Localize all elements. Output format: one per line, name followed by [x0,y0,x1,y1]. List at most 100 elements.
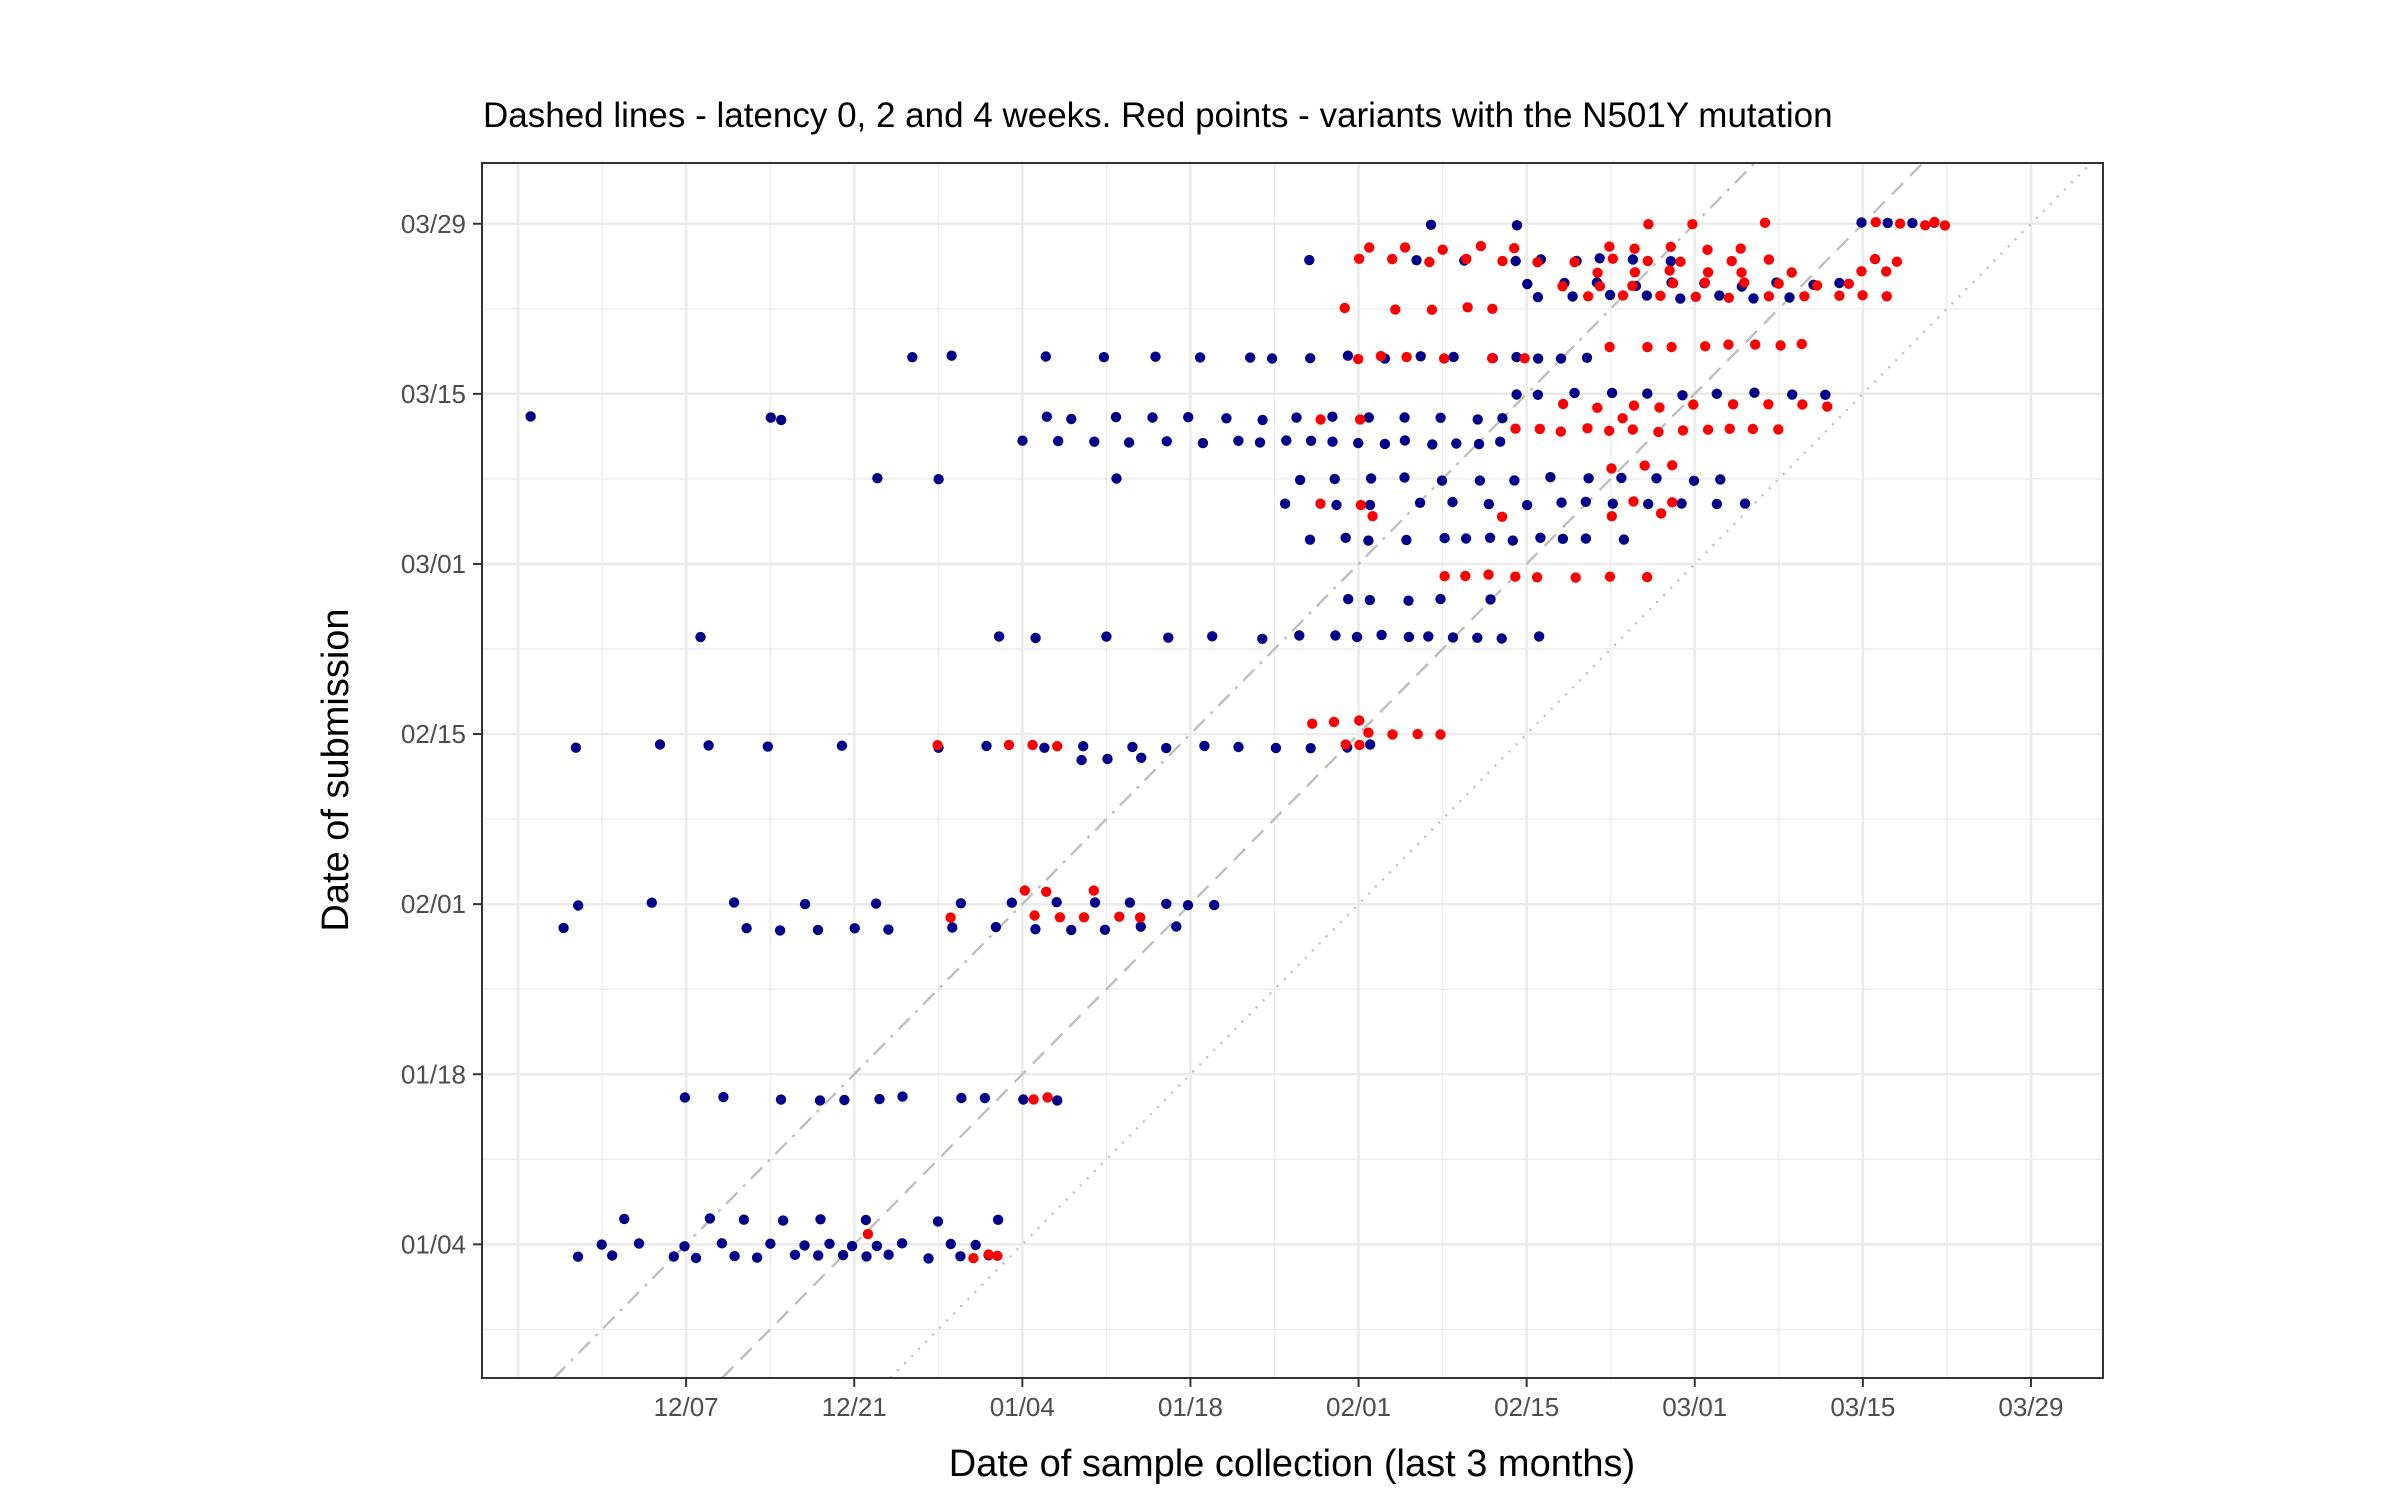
other-variant-point [799,898,811,910]
n501y-point [1354,414,1366,425]
other-variant-point [1101,631,1112,642]
other-variant-point [849,923,860,934]
n501y-point [1641,571,1653,583]
n501y-point [1735,243,1746,254]
other-variant-point [1363,412,1375,423]
other-variant-point [695,631,706,643]
n501y-point [1604,341,1615,353]
other-variant-point [765,412,776,423]
other-variant-point [1643,498,1654,510]
other-variant-point [718,1091,729,1103]
n501y-point [1763,254,1775,265]
other-variant-point [751,1252,763,1263]
other-variant-point [1714,290,1725,301]
other-variant-point [1436,475,1448,486]
n501y-point [1796,338,1808,350]
other-variant-point [1305,353,1316,364]
other-variant-point [1197,437,1209,449]
n501y-point [1019,885,1030,896]
other-variant-point [1485,594,1496,605]
other-variant-point [1460,533,1472,544]
other-variant-point [1567,291,1578,302]
other-variant-point [1604,289,1616,301]
other-variant-point [1435,593,1446,605]
n501y-point [1078,912,1090,923]
other-variant-point [1353,437,1364,449]
y-tick-label: 01/18 [401,1059,466,1089]
n501y-point [1487,303,1498,314]
other-variant-point [1135,921,1147,932]
n501y-point [1497,255,1508,267]
other-variant-point [1784,292,1795,303]
n501y-point [1604,241,1615,252]
other-variant-point [1379,438,1391,450]
y-tick-label: 02/01 [401,889,466,919]
other-variant-point [1497,413,1508,424]
grid [482,163,2103,1378]
other-variant-point [1051,897,1062,908]
other-variant-point [1123,437,1135,448]
other-variant-point [1098,352,1110,363]
other-variant-point [990,921,1002,933]
other-variant-point [932,1216,944,1227]
n501y-point [1747,423,1759,435]
other-variant-point [1030,924,1041,935]
other-variant-point [1066,924,1077,936]
y-axis-title: Date of submission [315,608,357,931]
other-variant-point [1403,595,1414,606]
other-variant-point [955,1251,966,1262]
y-tick-label: 03/15 [401,379,466,409]
n501y-point [1891,256,1903,267]
other-variant-point [1305,435,1317,446]
n501y-point [1496,511,1508,522]
n501y-point [1486,353,1498,364]
other-variant-point [716,1238,728,1249]
other-variant-point [525,411,536,422]
other-variant-point [1053,435,1064,447]
other-variant-point [970,1239,981,1251]
n501y-point [1604,425,1615,436]
other-variant-point [1748,293,1759,304]
n501y-point [1654,402,1665,413]
other-variant-point [654,739,666,750]
n501y-point [1617,290,1629,301]
other-variant-point [1484,532,1496,543]
other-variant-point [1327,436,1338,447]
other-variant-point [814,1095,826,1106]
y-axis: 01/04 01/18 02/01 02/15 03/01 03/15 03/29 [401,209,482,1259]
n501y-point [1003,739,1015,751]
n501y-point [1054,912,1066,923]
other-variant-point [872,473,883,484]
n501y-point [1797,399,1808,410]
other-variant-point [619,1213,630,1225]
other-variant-point [1580,533,1592,544]
n501y-point [1639,460,1650,471]
other-variant-point [1207,631,1218,642]
other-variant-point [1399,472,1410,483]
other-variant-point [799,1240,810,1251]
n501y-point [968,1253,979,1264]
other-variant-point [883,1249,894,1260]
n501y-point [1424,256,1435,268]
n501y-point [1042,1092,1053,1103]
n501y-point [1700,341,1711,352]
plot-panel-border [481,162,2104,1379]
x-tick-label: 03/29 [1998,1392,2063,1422]
n501y-point [1811,280,1823,291]
n501y-point [1929,216,1940,228]
other-variant-point [1711,498,1723,510]
n501y-point [1339,302,1350,314]
n501y-point [1653,426,1664,438]
n501y-point [1677,425,1689,436]
n501y-point [1773,424,1784,435]
x-tick-label: 02/01 [1326,1392,1391,1422]
other-variant-point [1627,254,1639,265]
other-variant-point [1102,753,1113,765]
n501y-point [1881,291,1893,302]
n501y-point [1438,353,1450,364]
other-variant-point [1676,498,1687,509]
other-variant-point [1425,219,1437,230]
n501y-point [1028,1094,1039,1105]
n501y-point [1510,423,1521,434]
